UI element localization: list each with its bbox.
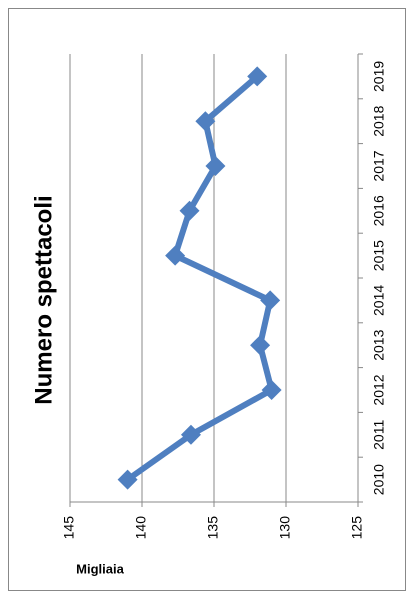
data-marker (261, 380, 282, 400)
data-marker (179, 200, 200, 221)
data-marker (195, 111, 216, 132)
rotated-chart: Numero spettacoli Migliaia 125 130 135 140 1… (30, 53, 387, 576)
y-tick-label: 140 (133, 516, 149, 540)
y-axis-label: Migliaia (76, 561, 124, 576)
chart-border (8, 8, 406, 591)
x-tick-label: 2014 (371, 285, 387, 316)
x-tick-label: 2010 (371, 464, 387, 495)
x-tick-label: 2012 (371, 374, 387, 405)
data-marker (205, 156, 226, 176)
x-tick-label: 2018 (371, 105, 387, 136)
y-tick-label: 130 (277, 516, 293, 540)
x-tick-label: 2019 (371, 61, 387, 92)
data-marker (165, 245, 186, 266)
y-tick-label: 125 (349, 516, 365, 540)
x-tick-label: 2011 (371, 420, 387, 450)
y-tick-label: 135 (205, 516, 221, 540)
data-line (125, 74, 275, 483)
x-tick-label: 2013 (371, 329, 387, 360)
x-tick-label: 2016 (371, 195, 387, 226)
chart-title: Numero spettacoli (30, 195, 57, 404)
y-tick-label: 145 (61, 516, 77, 540)
data-marker (260, 290, 281, 311)
data-marker (247, 66, 268, 87)
x-tick-label: 2015 (371, 240, 387, 271)
x-tick-label: 2017 (371, 150, 387, 181)
